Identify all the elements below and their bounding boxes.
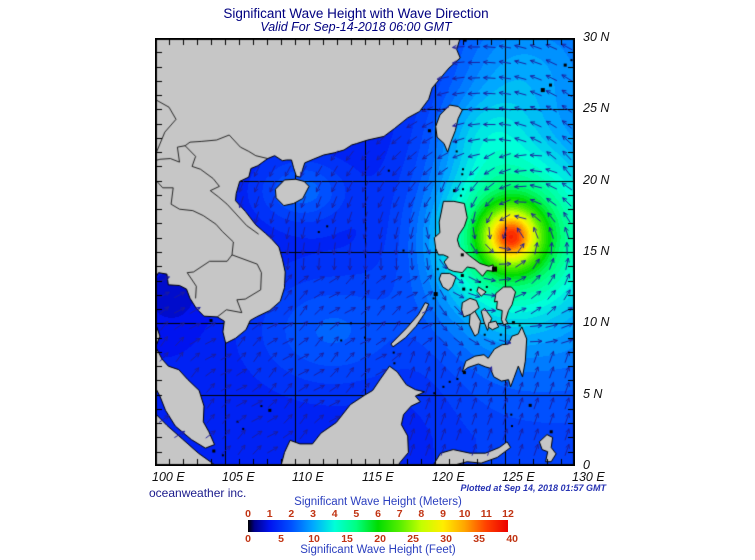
lat-tick-label: 25 N [583,101,610,116]
oceanweather-credit: oceanweather inc. [149,486,247,500]
wave-map-canvas [155,38,575,466]
colorbar-feet-label: Significant Wave Height (Feet) [300,544,456,556]
meters-tick: 7 [396,508,403,520]
valid-time-subtitle: Valid For Sep-14-2018 06:00 GMT [260,20,452,34]
feet-tick: 15 [341,533,353,545]
lat-tick-label: 15 N [583,244,610,258]
feet-tick: 35 [473,533,485,545]
lat-tick-label: 20 N [583,172,610,187]
meters-tick: 11 [480,508,492,520]
meters-tick: 10 [458,508,471,520]
feet-tick: 10 [308,533,320,545]
meters-tick: 2 [288,508,295,520]
meters-tick: 0 [245,508,251,520]
feet-tick: 20 [374,533,386,545]
feet-tick: 5 [278,533,284,545]
meters-tick: 1 [266,508,273,520]
lat-tick-label: 10 N [583,315,610,330]
meters-tick: 12 [502,508,514,520]
feet-tick: 30 [440,533,452,545]
meters-tick: 5 [353,508,360,520]
lon-tick-label: 100 E [152,470,185,484]
meters-tick: 3 [310,508,316,520]
feet-tick: 40 [506,533,518,545]
meters-tick: 4 [331,508,338,520]
page-title: Significant Wave Height with Wave Direct… [223,6,489,21]
lon-tick-label: 125 E [502,470,535,484]
lon-tick-label: 115 E [362,470,394,484]
lon-tick-label: 120 E [432,470,465,484]
colorbar-meters-label: Significant Wave Height (Meters) [294,496,462,508]
lat-tick-label: 5 N [583,386,603,401]
lat-tick-label: 30 N [583,30,610,44]
lon-tick-label: 105 E [222,470,255,484]
meters-tick: 6 [375,508,381,520]
colorbar-gradient [248,520,508,532]
meters-tick: 8 [418,508,425,520]
lat-tick-label: 0 [583,458,590,472]
feet-tick: 0 [245,533,251,545]
meters-tick: 9 [440,508,446,520]
plotted-timestamp: Plotted at Sep 14, 2018 01:57 GMT [460,483,606,493]
lon-tick-label: 130 E [572,470,605,484]
feet-tick: 25 [407,533,419,545]
lon-tick-label: 110 E [292,470,324,484]
